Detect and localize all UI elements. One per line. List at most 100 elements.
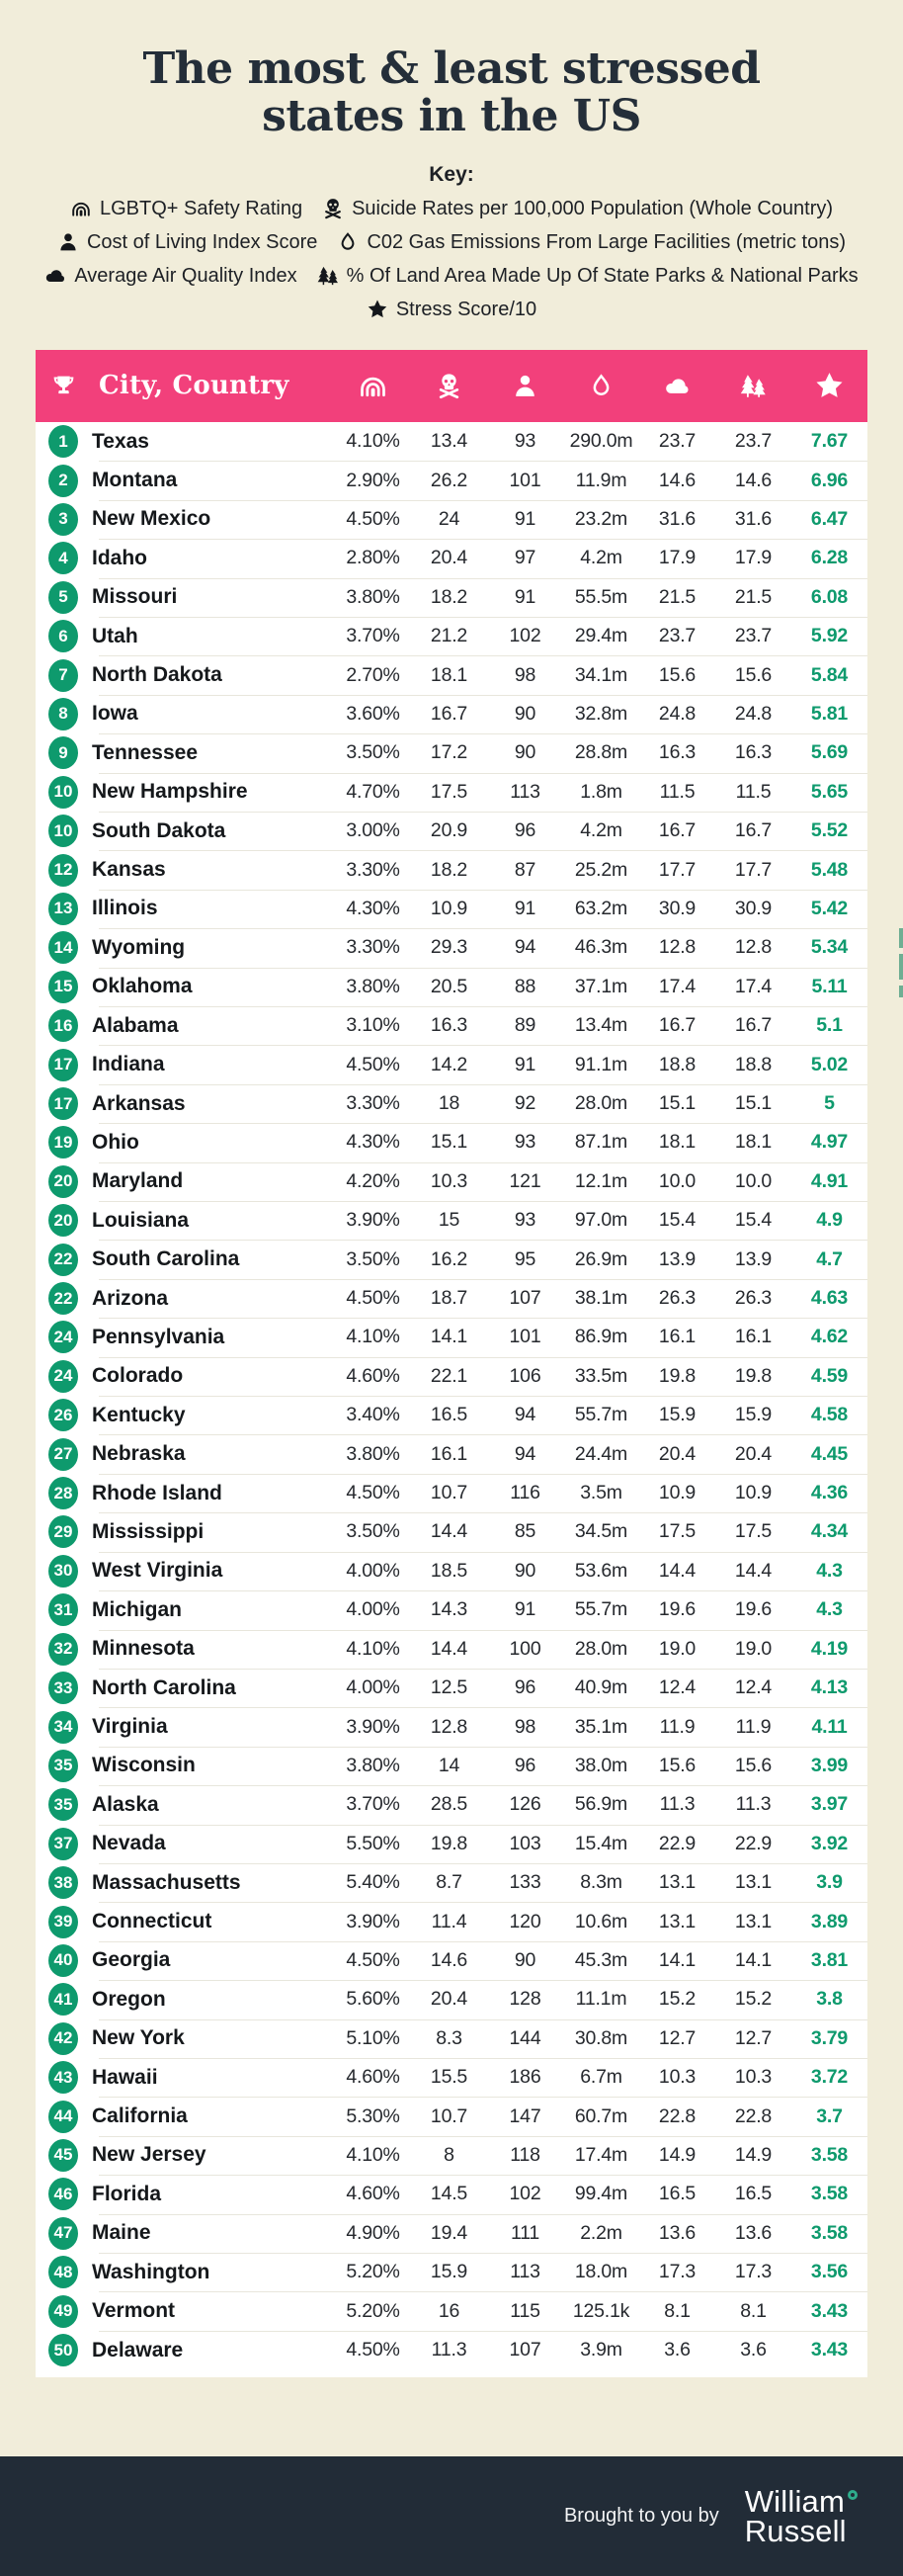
- parks-value: 10.3: [734, 2066, 773, 2089]
- cost-of-living-value: 87: [514, 858, 536, 881]
- table-row: 35 Alaska 3.70% 28.5 126 56.9m 11.3 11.3…: [36, 1785, 867, 1824]
- key-heading: Key:: [429, 162, 474, 186]
- air-quality-value: 14.4: [658, 1559, 697, 1582]
- rank-badge: 29: [48, 1515, 78, 1549]
- stress-score-value: 3.79: [810, 2026, 849, 2049]
- stress-score-value: 5: [824, 1092, 835, 1115]
- air-quality-value: 15.9: [658, 1404, 697, 1426]
- co2-emissions-value: 55.7m: [574, 1598, 628, 1621]
- rank-badge: 17: [48, 1048, 78, 1081]
- cost-of-living-value: 100: [509, 1637, 541, 1660]
- suicide-rate-value: 11.3: [431, 2339, 467, 2361]
- parks-value: 11.9: [735, 1715, 772, 1738]
- brought-to-you-by-label: Brought to you by: [563, 2505, 719, 2527]
- air-quality-value: 15.6: [658, 1754, 697, 1776]
- co2-emissions-value: 63.2m: [574, 897, 628, 919]
- lgbtq-safety-value: 4.10%: [346, 430, 400, 453]
- lgbtq-safety-value: 3.00%: [346, 819, 400, 842]
- air-quality-value: 22.9: [658, 1832, 697, 1854]
- brand-ring-icon: [848, 2490, 858, 2501]
- parks-value: 12.4: [734, 1676, 773, 1699]
- air-quality-value: 12.8: [658, 936, 697, 959]
- air-quality-value: 19.8: [658, 1364, 697, 1387]
- stress-score-value: 3.99: [810, 1754, 849, 1776]
- co2-emissions-value: 290.0m: [569, 430, 633, 453]
- cost-of-living-value: 93: [514, 430, 536, 453]
- suicide-rate-value: 21.2: [430, 625, 468, 647]
- rank-badge: 17: [48, 1087, 78, 1121]
- brand-line-1: William: [744, 2484, 845, 2520]
- parks-value: 12.8: [734, 936, 773, 959]
- co2-emissions-value: 97.0m: [574, 1209, 628, 1232]
- key-item-stress-score: Stress Score/10: [367, 293, 536, 326]
- air-quality-value: 19.0: [658, 1637, 697, 1660]
- air-quality-value: 30.9: [658, 897, 697, 919]
- title-line-1: The most & least stressed: [142, 43, 761, 94]
- lgbtq-safety-value: 4.10%: [346, 2143, 400, 2166]
- stress-score-value: 3.8: [816, 1988, 843, 2011]
- cost-of-living-value: 91: [514, 1053, 536, 1075]
- lgbtq-safety-value: 3.30%: [346, 1092, 400, 1115]
- co2-emissions-value: 24.4m: [574, 1442, 628, 1465]
- air-quality-value: 11.3: [659, 1793, 696, 1816]
- cost-of-living-value: 121: [509, 1169, 541, 1192]
- air-quality-value: 15.6: [658, 663, 697, 686]
- co2-emissions-value: 13.4m: [574, 1014, 628, 1037]
- rainbow-icon: [70, 198, 92, 219]
- lgbtq-safety-value: 4.60%: [346, 1364, 400, 1387]
- co2-emissions-value: 29.4m: [574, 625, 628, 647]
- co2-emissions-value: 6.7m: [580, 2066, 622, 2089]
- stress-score-value: 5.69: [810, 741, 849, 764]
- stress-score-value: 4.62: [810, 1326, 849, 1348]
- parks-value: 12.7: [734, 2026, 773, 2049]
- table-row: 35 Wisconsin 3.80% 14 96 38.0m 15.6 15.6…: [36, 1746, 867, 1785]
- suicide-rate-value: 18.1: [430, 663, 468, 686]
- state-name: Hawaii: [92, 2065, 158, 2089]
- table-row: 10 New Hampshire 4.70% 17.5 113 1.8m 11.…: [36, 772, 867, 812]
- lgbtq-safety-value: 5.20%: [346, 2261, 400, 2283]
- parks-value: 24.8: [734, 702, 773, 725]
- cost-of-living-value: 91: [514, 1598, 536, 1621]
- air-quality-value: 20.4: [658, 1442, 697, 1465]
- co2-emissions-value: 1.8m: [580, 780, 622, 803]
- table-row: 46 Florida 4.60% 14.5 102 99.4m 16.5 16.…: [36, 2175, 867, 2213]
- air-quality-value: 23.7: [658, 430, 697, 453]
- lgbtq-safety-value: 3.10%: [346, 1014, 400, 1037]
- rainbow-icon: [358, 371, 388, 401]
- stress-score-value: 4.3: [816, 1598, 843, 1621]
- parks-value: 15.2: [734, 1988, 773, 2011]
- parks-value: 19.6: [734, 1598, 773, 1621]
- suicide-rate-value: 16.1: [430, 1442, 468, 1465]
- cost-of-living-value: 102: [509, 625, 541, 647]
- co2-emissions-value: 56.9m: [574, 1793, 628, 1816]
- suicide-rate-value: 14.6: [430, 1948, 468, 1971]
- state-name: Kentucky: [92, 1403, 186, 1426]
- co2-emissions-value: 4.2m: [580, 547, 622, 569]
- state-name: Maryland: [92, 1169, 184, 1193]
- state-name: Alabama: [92, 1013, 179, 1037]
- lgbtq-safety-value: 2.90%: [346, 469, 400, 491]
- cost-of-living-value: 120: [509, 1910, 541, 1932]
- air-quality-value: 17.5: [658, 1520, 697, 1543]
- page-title: The most & least stressed states in the …: [0, 45, 903, 140]
- suicide-rate-value: 10.3: [430, 1169, 468, 1192]
- stress-score-value: 5.48: [810, 858, 849, 881]
- co2-emissions-value: 34.1m: [574, 663, 628, 686]
- air-quality-value: 16.7: [658, 819, 697, 842]
- person-icon: [57, 231, 79, 253]
- suicide-rate-value: 16: [438, 2299, 460, 2322]
- lgbtq-safety-value: 2.70%: [346, 663, 400, 686]
- air-quality-value: 21.5: [658, 585, 697, 608]
- key-line: Average Air Quality Index % Of Land Area…: [0, 259, 903, 293]
- lgbtq-safety-value: 4.60%: [346, 2183, 400, 2205]
- cost-of-living-value: 118: [510, 2143, 540, 2166]
- table-row: 10 South Dakota 3.00% 20.9 96 4.2m 16.7 …: [36, 811, 867, 850]
- state-name: Nevada: [92, 1832, 166, 1855]
- table-row: 1 Texas 4.10% 13.4 93 290.0m 23.7 23.7 7…: [36, 422, 867, 461]
- cost-of-living-value: 107: [509, 1287, 541, 1310]
- table-row: 29 Mississippi 3.50% 14.4 85 34.5m 17.5 …: [36, 1512, 867, 1551]
- cost-of-living-value: 94: [514, 1404, 536, 1426]
- state-name: Arizona: [92, 1286, 169, 1310]
- rank-badge: 47: [48, 2216, 78, 2250]
- rank-badge: 12: [48, 853, 78, 887]
